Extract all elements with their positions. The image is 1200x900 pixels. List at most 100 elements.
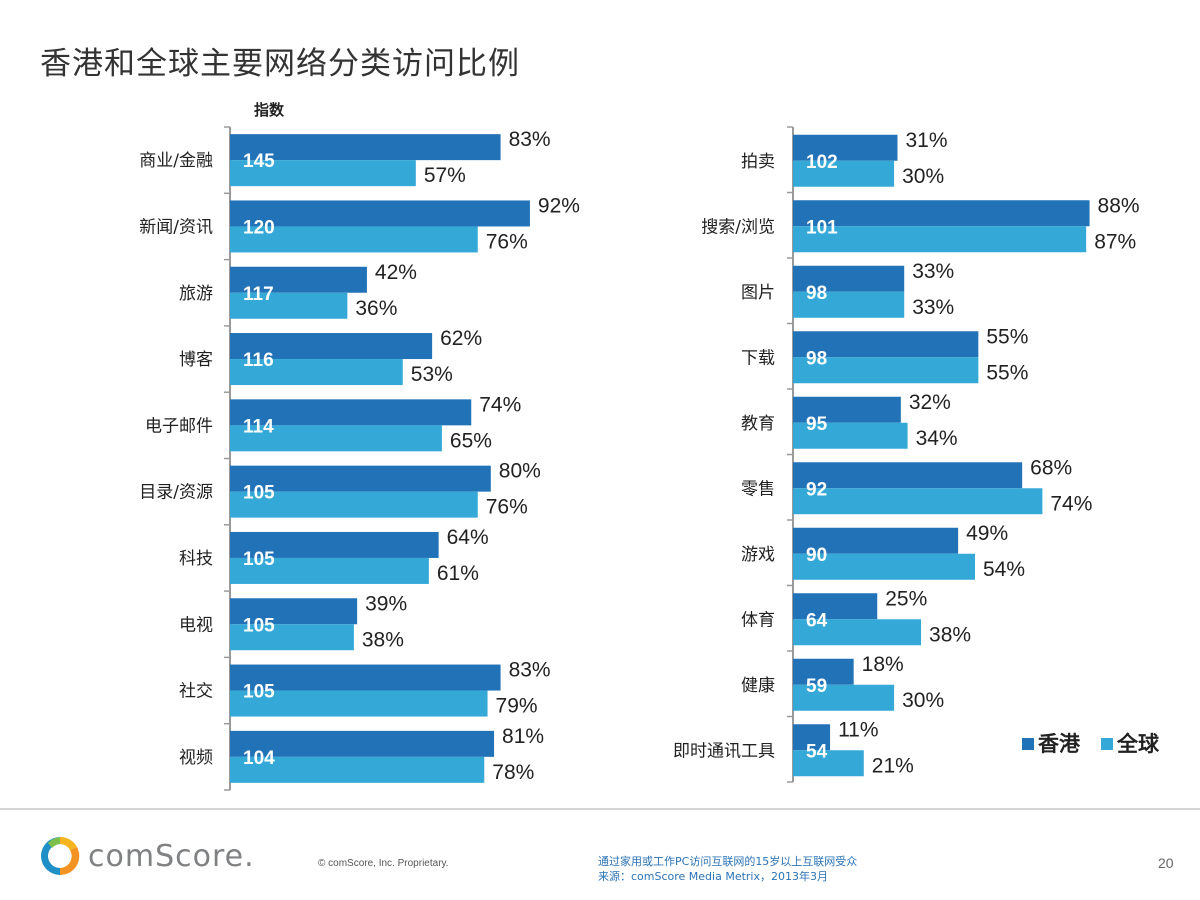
index-value: 90 [806, 545, 827, 566]
bar-global [793, 684, 895, 711]
category-label: 商业/金融 [139, 151, 213, 171]
bar-global [793, 619, 922, 646]
index-value: 105 [243, 549, 275, 570]
bar-hk [793, 724, 831, 751]
bar-hk [230, 664, 501, 691]
source-note-line1: 通过家用或工作PC访问互联网的15岁以上互联网受众 [598, 855, 858, 868]
data-label-hk: 39% [365, 592, 407, 615]
category-label: 博客 [179, 350, 213, 370]
bar-hk [793, 527, 959, 554]
index-value: 120 [243, 217, 275, 238]
data-label-hk: 80% [499, 460, 541, 483]
legend-label-global: 全球 [1116, 732, 1160, 756]
bar-global [793, 226, 1087, 253]
index-axis-label: 指数 [254, 101, 285, 119]
bar-global [230, 557, 429, 584]
data-label-global: 53% [411, 363, 453, 386]
category-label: 社交 [179, 682, 213, 702]
bar-global [230, 226, 478, 253]
bar-hk [230, 531, 439, 558]
bar-hk [230, 134, 501, 161]
data-label-global: 21% [872, 754, 914, 777]
data-label-global: 38% [362, 628, 404, 651]
bar-global [230, 756, 485, 783]
bar-hk [230, 399, 472, 426]
data-label-global: 76% [486, 496, 528, 519]
footer-divider [0, 808, 1200, 810]
bar-hk [230, 333, 433, 360]
index-value: 104 [243, 748, 275, 769]
category-label: 即时通讯工具 [673, 741, 775, 761]
category-label: 图片 [741, 283, 775, 303]
data-label-hk: 31% [905, 129, 947, 152]
category-label: 健康 [741, 676, 775, 696]
data-label-hk: 74% [479, 393, 521, 416]
index-value: 92 [806, 479, 827, 500]
category-label: 目录/资源 [139, 483, 213, 503]
data-label-global: 78% [492, 761, 534, 784]
index-value: 98 [806, 283, 827, 304]
comscore-logo-icon [41, 836, 80, 876]
category-label: 新闻/资讯 [139, 217, 213, 237]
category-label: 旅游 [179, 284, 213, 304]
bar-global [793, 750, 864, 777]
index-value: 117 [243, 284, 274, 305]
data-label-global: 38% [929, 623, 971, 646]
category-label: 游戏 [741, 545, 775, 565]
copyright-text: © comScore, Inc. Proprietary. [318, 858, 449, 869]
index-value: 105 [243, 615, 275, 636]
data-label-hk: 25% [885, 587, 927, 610]
bar-global [230, 292, 348, 319]
data-label-hk: 49% [966, 522, 1008, 545]
index-value: 64 [806, 610, 828, 631]
data-label-hk: 55% [986, 325, 1028, 348]
legend-label-hk: 香港 [1038, 732, 1081, 756]
data-label-hk: 42% [375, 261, 417, 284]
data-label-global: 54% [983, 558, 1025, 581]
index-value: 114 [243, 416, 274, 437]
bar-hk [793, 658, 854, 685]
bar-hk [230, 730, 495, 757]
bar-global [230, 359, 403, 386]
bar-hk [230, 266, 367, 293]
data-label-global: 36% [355, 297, 397, 320]
bar-global [793, 160, 895, 187]
data-label-global: 76% [486, 230, 528, 253]
data-label-hk: 81% [502, 725, 544, 748]
bar-hk [230, 598, 358, 625]
index-value: 101 [806, 217, 838, 238]
bar-hk [793, 593, 878, 620]
category-label: 搜索/浏览 [701, 217, 775, 237]
bar-hk [793, 462, 1023, 489]
category-label: 电视 [179, 615, 213, 635]
data-label-global: 55% [986, 361, 1028, 384]
bar-hk [793, 265, 905, 292]
data-label-hk: 64% [447, 526, 489, 549]
category-label: 下载 [741, 348, 775, 368]
bar-hk [793, 200, 1090, 227]
bar-hk [230, 200, 530, 227]
bar-global [793, 488, 1043, 515]
data-label-global: 61% [437, 562, 479, 585]
data-label-hk: 83% [509, 128, 551, 151]
data-label-hk: 32% [909, 391, 951, 414]
data-label-global: 30% [902, 165, 944, 188]
index-value: 59 [806, 676, 827, 697]
bar-global [793, 357, 979, 384]
source-note-line2: 来源：comScore Media Metrix，2013年3月 [598, 870, 828, 883]
data-label-hk: 33% [912, 260, 954, 283]
index-value: 95 [806, 414, 828, 435]
page-number: 20 [1158, 855, 1174, 871]
category-label: 零售 [741, 479, 775, 499]
data-label-global: 65% [450, 429, 492, 452]
bar-global [230, 491, 478, 518]
bar-global [793, 291, 905, 318]
bar-charts: 商业/金融 145 83% 57% 新闻/资讯 120 92% 76% 旅游 117 42% 36% 博… [139, 101, 1160, 791]
data-label-global: 57% [424, 164, 466, 187]
data-label-global: 79% [496, 695, 538, 718]
bar-global [230, 160, 416, 187]
category-label: 电子邮件 [145, 416, 213, 436]
index-value: 145 [243, 151, 275, 172]
index-value: 116 [243, 350, 274, 371]
bar-global [793, 553, 975, 580]
